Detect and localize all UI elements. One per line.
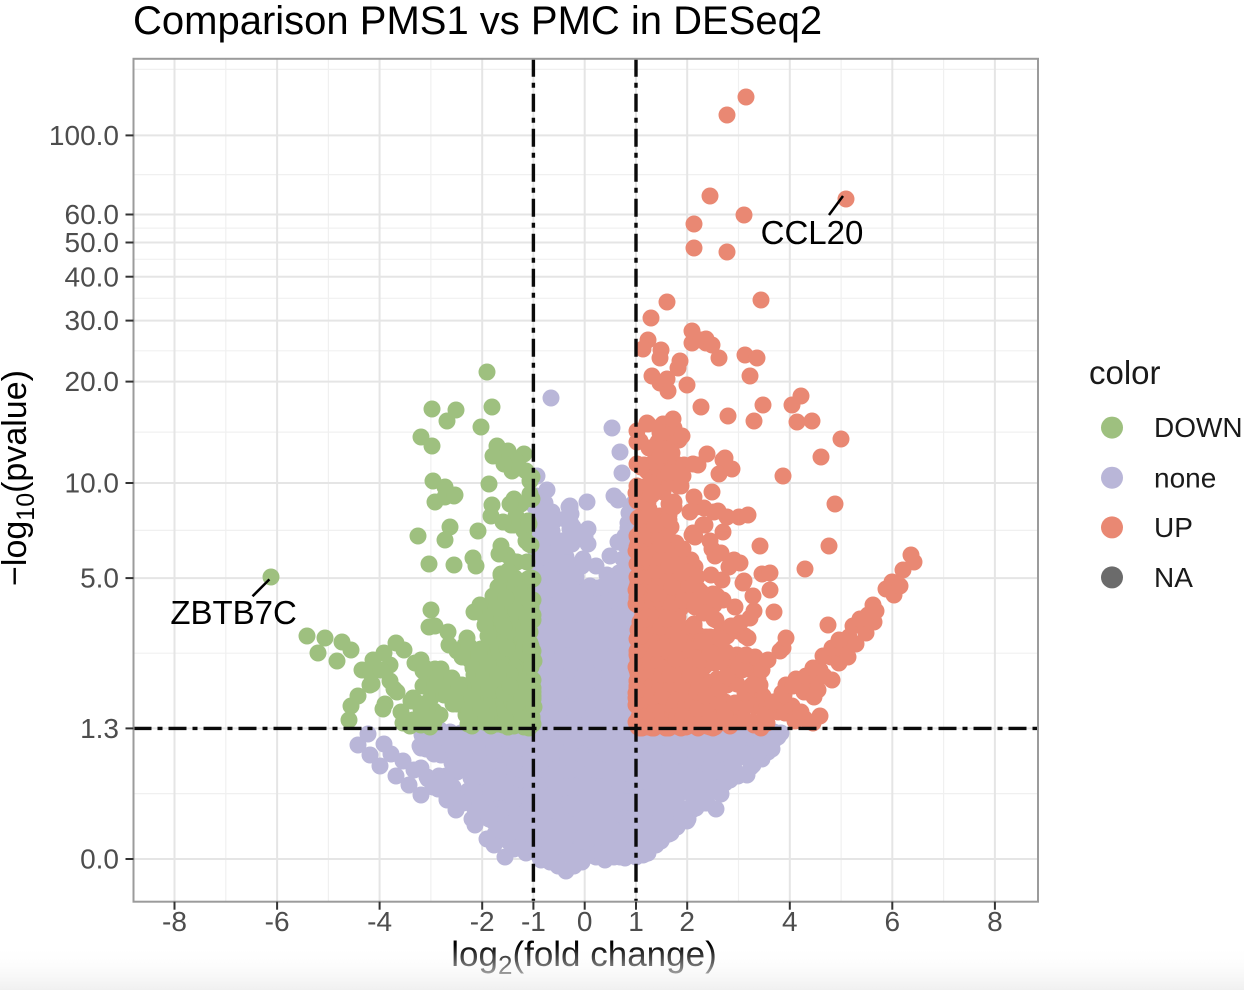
svg-text:40.0: 40.0 <box>65 261 120 292</box>
svg-text:0.0: 0.0 <box>80 844 119 875</box>
svg-text:60.0: 60.0 <box>65 199 120 230</box>
svg-text:-8: -8 <box>162 906 187 937</box>
svg-text:100.0: 100.0 <box>49 120 119 151</box>
svg-text:2: 2 <box>679 906 695 937</box>
svg-text:-1: -1 <box>521 906 546 937</box>
svg-text:Comparison PMS1 vs PMC in DESe: Comparison PMS1 vs PMC in DESeq2 <box>133 0 822 43</box>
svg-text:30.0: 30.0 <box>65 305 120 336</box>
svg-text:1: 1 <box>628 906 644 937</box>
svg-text:NA: NA <box>1154 562 1193 593</box>
svg-text:10.0: 10.0 <box>65 468 120 499</box>
svg-text:−log10(pvalue): −log10(pvalue) <box>0 370 40 586</box>
svg-text:-2: -2 <box>470 906 495 937</box>
svg-text:CCL20: CCL20 <box>761 214 864 251</box>
svg-text:color: color <box>1089 354 1161 391</box>
svg-text:ZBTB7C: ZBTB7C <box>170 594 297 631</box>
svg-text:5.0: 5.0 <box>80 563 119 594</box>
svg-text:DOWN: DOWN <box>1154 412 1243 443</box>
svg-text:-6: -6 <box>265 906 290 937</box>
svg-text:none: none <box>1154 462 1216 493</box>
svg-text:0: 0 <box>577 906 593 937</box>
svg-text:6: 6 <box>885 906 901 937</box>
svg-text:1.3: 1.3 <box>80 713 119 744</box>
svg-text:8: 8 <box>987 906 1003 937</box>
svg-text:50.0: 50.0 <box>65 227 120 258</box>
svg-text:20.0: 20.0 <box>65 366 120 397</box>
svg-text:-4: -4 <box>367 906 392 937</box>
svg-text:UP: UP <box>1154 512 1193 543</box>
svg-text:4: 4 <box>782 906 798 937</box>
